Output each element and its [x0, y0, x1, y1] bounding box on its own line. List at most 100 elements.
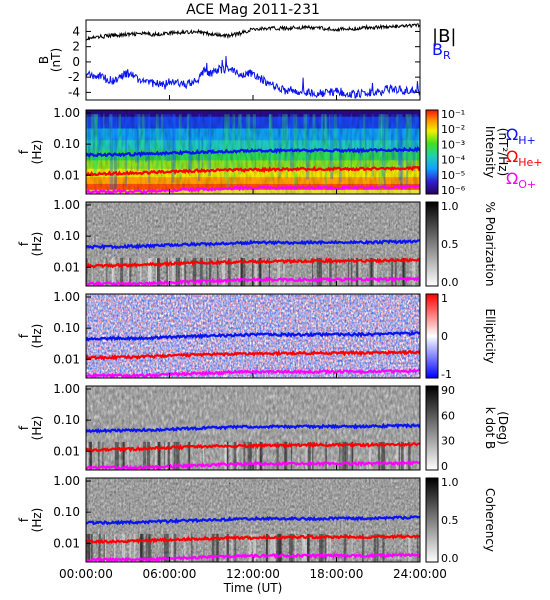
gray-streak	[284, 441, 286, 470]
gray-streak	[256, 441, 259, 470]
gray-streak	[346, 441, 348, 470]
gray-streak	[265, 533, 269, 562]
gray-streak	[224, 533, 227, 562]
gray-streak	[389, 257, 392, 286]
gray-streak	[111, 257, 113, 286]
gray-streak	[345, 441, 348, 470]
gray-streak	[289, 533, 292, 562]
gray-streak	[408, 533, 411, 562]
gray-streak	[343, 441, 346, 470]
gray-streak	[173, 533, 177, 562]
colorbar	[425, 477, 439, 563]
gray-streak	[259, 257, 262, 286]
colorbar-label: k dot B(Deg)	[483, 407, 510, 449]
y-axis-label-line: (Hz)	[30, 508, 44, 533]
gray-streak	[90, 533, 93, 562]
gray-streak	[258, 257, 262, 286]
gray-streak	[114, 441, 118, 470]
y-tick-label: 0.01	[53, 168, 80, 182]
gray-streak	[117, 441, 119, 470]
gyro-line-Oplus	[86, 459, 420, 470]
gray-streak	[147, 533, 150, 562]
gray-streak	[295, 533, 297, 562]
gray-streak	[402, 257, 405, 286]
gray-streak	[319, 533, 323, 562]
gray-streak	[276, 441, 279, 470]
y-tick-label: 0.10	[53, 321, 80, 335]
gray-streak	[233, 441, 237, 470]
gray-streak	[226, 441, 228, 470]
y-tick-label: 0.10	[53, 137, 80, 151]
gray-streak	[140, 533, 142, 562]
gray-streak	[241, 257, 243, 286]
gray-streak	[164, 441, 166, 470]
gray-streak	[329, 533, 332, 562]
gray-streak	[225, 533, 229, 562]
gray-streak	[268, 257, 271, 286]
gray-streak	[86, 533, 89, 562]
colorbar-tick-label: 1.0	[441, 200, 459, 213]
y-tick-label: 1.00	[53, 290, 80, 304]
gray-streak	[243, 257, 246, 286]
gray-streak	[272, 533, 276, 562]
gray-streak	[166, 257, 168, 286]
colorbar-label-line: (Deg)	[496, 411, 510, 445]
gray-streak	[259, 441, 262, 470]
gray-streak	[226, 441, 229, 470]
gray-streak	[140, 533, 143, 562]
gray-streak	[148, 257, 152, 286]
gyro-line-Hplus	[86, 330, 420, 342]
x-tick-label: 18:00:00	[310, 567, 364, 581]
gray-streak	[183, 533, 186, 562]
gyro-line-Heplus	[86, 533, 420, 545]
gray-streak	[211, 533, 215, 562]
y-axis-label-line: f	[17, 241, 31, 246]
colorbar-label: Coherency	[483, 488, 497, 552]
gyro-line-Oplus	[86, 551, 420, 562]
gray-streak	[216, 533, 220, 562]
gray-streak	[192, 257, 194, 286]
gray-streak	[215, 533, 218, 562]
gray-streak	[401, 441, 404, 470]
colorbar	[425, 201, 439, 287]
gray-streak	[111, 257, 115, 286]
gray-streak	[176, 441, 180, 470]
gray-streak	[157, 257, 159, 286]
gray-streak	[326, 533, 329, 562]
y-tick-label: 0	[72, 55, 80, 69]
y-axis-label-line: f	[17, 333, 31, 338]
gray-streak	[267, 533, 270, 562]
gray-streak	[381, 441, 383, 470]
gray-streak	[284, 441, 287, 470]
gray-streak	[139, 257, 142, 286]
panel-spectrum-4: 1.00 0.10 0.01 f(Hz) 90 60 30 0 k dot B(Deg)	[17, 382, 510, 473]
y-axis-label: f(Hz)	[17, 508, 44, 533]
gray-streak	[348, 533, 352, 562]
y-axis-label: f(Hz)	[17, 416, 44, 441]
colorbar-tick-label: 90	[441, 384, 455, 397]
gray-streak	[177, 257, 180, 286]
gray-streak	[355, 257, 359, 286]
x-axis-label: Time (UT)	[223, 581, 283, 595]
gray-streak	[217, 257, 219, 286]
gray-streak	[103, 533, 105, 562]
gray-streak	[222, 257, 225, 286]
gray-streak	[175, 257, 178, 286]
gray-streak	[224, 441, 227, 470]
gray-streak	[173, 441, 176, 470]
x-tick-label: 12:00:00	[226, 567, 280, 581]
gray-streak	[90, 257, 93, 286]
series-b-radial	[86, 55, 420, 99]
y-axis-label-line: (Hz)	[30, 232, 44, 257]
gray-streak	[277, 533, 281, 562]
x-tick-label: 06:00:00	[143, 567, 197, 581]
gray-streak	[254, 257, 258, 286]
y-axis-label-line: B	[37, 56, 51, 64]
gyro-line-Heplus	[86, 257, 420, 269]
spectrum-image	[86, 478, 420, 562]
y-tick-label: 1.00	[53, 106, 80, 120]
legend-b-magnitude: |B|	[432, 26, 456, 47]
gray-streak	[350, 441, 354, 470]
gyro-line-Heplus	[86, 349, 420, 361]
